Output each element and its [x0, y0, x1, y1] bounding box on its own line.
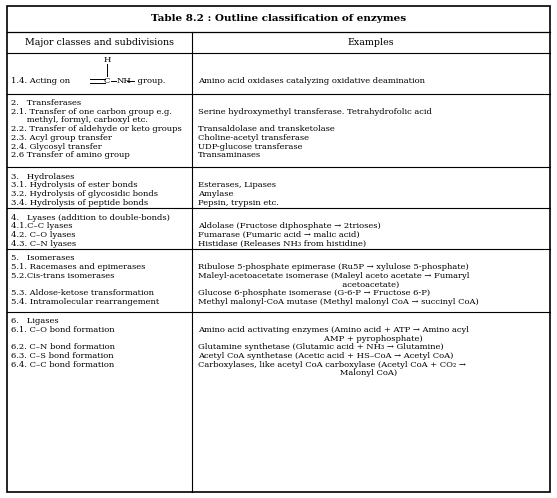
Text: Maleyl-acetoacetate isomerase (Maleyl aceto acetate → Fumaryl: Maleyl-acetoacetate isomerase (Maleyl ac… [198, 272, 469, 280]
Text: Methyl malonyl-CoA mutase (Methyl malonyl CoA → succinyl CoA): Methyl malonyl-CoA mutase (Methyl malony… [198, 298, 478, 306]
Text: Serine hydroxymethyl transferase. Tetrahydrofolic acid: Serine hydroxymethyl transferase. Tetrah… [198, 108, 432, 116]
Text: 4.   Lyases (addition to double-bonds): 4. Lyases (addition to double-bonds) [11, 214, 170, 222]
Text: Amino acid activating enzymes (Amino acid + ATP → Amino acyl: Amino acid activating enzymes (Amino aci… [198, 326, 469, 334]
Text: 5.3. Aldose-ketose transformation: 5.3. Aldose-ketose transformation [11, 289, 154, 297]
Text: 2.1. Transfer of one carbon group e.g.: 2.1. Transfer of one carbon group e.g. [11, 108, 172, 116]
Text: Ribulose 5-phosphate epimerase (Ru5P → xylulose 5-phosphate): Ribulose 5-phosphate epimerase (Ru5P → x… [198, 263, 468, 271]
Text: NH: NH [116, 77, 131, 85]
Text: Amylase: Amylase [198, 190, 233, 198]
Text: Glucose 6-phosphate isomerase (G-6-P → Fructose 6-P): Glucose 6-phosphate isomerase (G-6-P → F… [198, 289, 430, 297]
Text: Fumarase (Fumaric acid → malic acid): Fumarase (Fumaric acid → malic acid) [198, 231, 359, 239]
Text: 4.3. C–N lyases: 4.3. C–N lyases [11, 240, 76, 248]
Text: 2.3. Acyl group transfer: 2.3. Acyl group transfer [11, 134, 112, 142]
Text: methyl, formyl, carboxyl etc.: methyl, formyl, carboxyl etc. [11, 117, 148, 124]
Text: 2.6 Transfer of amino group: 2.6 Transfer of amino group [11, 151, 130, 159]
Text: 6.3. C–S bond formation: 6.3. C–S bond formation [11, 352, 114, 360]
Text: 2.   Transferases: 2. Transferases [11, 99, 81, 107]
Text: 3.1. Hydrolysis of ester bonds: 3.1. Hydrolysis of ester bonds [11, 181, 138, 189]
Text: Histidase (Releases NH₃ from histidine): Histidase (Releases NH₃ from histidine) [198, 240, 366, 248]
Text: Choline-acetyl transferase: Choline-acetyl transferase [198, 134, 309, 142]
Text: 5.   Isomerases: 5. Isomerases [11, 254, 75, 262]
Text: Amino acid oxidases catalyzing oxidative deamination: Amino acid oxidases catalyzing oxidative… [198, 77, 425, 85]
Text: 2.4. Glycosyl transfer: 2.4. Glycosyl transfer [11, 142, 102, 150]
Text: Acetyl CoA synthetase (Acetic acid + HS–CoA → Acetyl CoA): Acetyl CoA synthetase (Acetic acid + HS–… [198, 352, 453, 360]
Text: 5.2.Cis-trans isomerases: 5.2.Cis-trans isomerases [11, 272, 115, 280]
Text: 4.1.C–C lyases: 4.1.C–C lyases [11, 222, 72, 230]
Text: 1.4. Acting on: 1.4. Acting on [11, 77, 70, 85]
Text: Transaldolase and transketolase: Transaldolase and transketolase [198, 125, 335, 133]
Text: UDP-glucose transferase: UDP-glucose transferase [198, 142, 302, 150]
Text: acetoacetate): acetoacetate) [198, 280, 399, 288]
Text: 6.2. C–N bond formation: 6.2. C–N bond formation [11, 343, 115, 351]
Text: 6.   Ligases: 6. Ligases [11, 317, 59, 325]
Text: 3.2. Hydrolysis of glycosidic bonds: 3.2. Hydrolysis of glycosidic bonds [11, 190, 158, 198]
Text: Examples: Examples [348, 38, 394, 47]
Text: Pepsin, trypsin etc.: Pepsin, trypsin etc. [198, 199, 278, 207]
Text: 2.2. Transfer of aldehyde or keto groups: 2.2. Transfer of aldehyde or keto groups [11, 125, 182, 133]
Text: 3.   Hydrolases: 3. Hydrolases [11, 173, 75, 181]
Text: Aldolase (Fructose diphosphate → 2trioses): Aldolase (Fructose diphosphate → 2triose… [198, 222, 380, 230]
Text: Major classes and subdivisions: Major classes and subdivisions [25, 38, 174, 47]
Text: group.: group. [135, 77, 165, 85]
Text: Table 8.2 : Outline classification of enzymes: Table 8.2 : Outline classification of en… [151, 14, 406, 23]
Text: 5.4. Intramolecular rearrangement: 5.4. Intramolecular rearrangement [11, 298, 159, 306]
Text: Glutamine synthetase (Glutamic acid + NH₃ → Glutamine): Glutamine synthetase (Glutamic acid + NH… [198, 343, 443, 351]
Text: AMP + pyrophosphate): AMP + pyrophosphate) [198, 335, 422, 343]
Text: Malonyl CoA): Malonyl CoA) [198, 370, 397, 377]
Text: C: C [104, 77, 110, 85]
Text: Esterases, Lipases: Esterases, Lipases [198, 181, 276, 189]
Text: 5.1. Racemases and epimerases: 5.1. Racemases and epimerases [11, 263, 145, 271]
Text: Carboxylases, like acetyl CoA carboxylase (Acetyl CoA + CO₂ →: Carboxylases, like acetyl CoA carboxylas… [198, 361, 466, 369]
Text: 4.2. C–O lyases: 4.2. C–O lyases [11, 231, 76, 239]
Text: Transaminases: Transaminases [198, 151, 261, 159]
Text: 6.1. C–O bond formation: 6.1. C–O bond formation [11, 326, 115, 334]
Text: 3.4. Hydrolysis of peptide bonds: 3.4. Hydrolysis of peptide bonds [11, 199, 148, 207]
Text: 6.4. C–C bond formation: 6.4. C–C bond formation [11, 361, 114, 369]
Text: H: H [103, 56, 111, 64]
